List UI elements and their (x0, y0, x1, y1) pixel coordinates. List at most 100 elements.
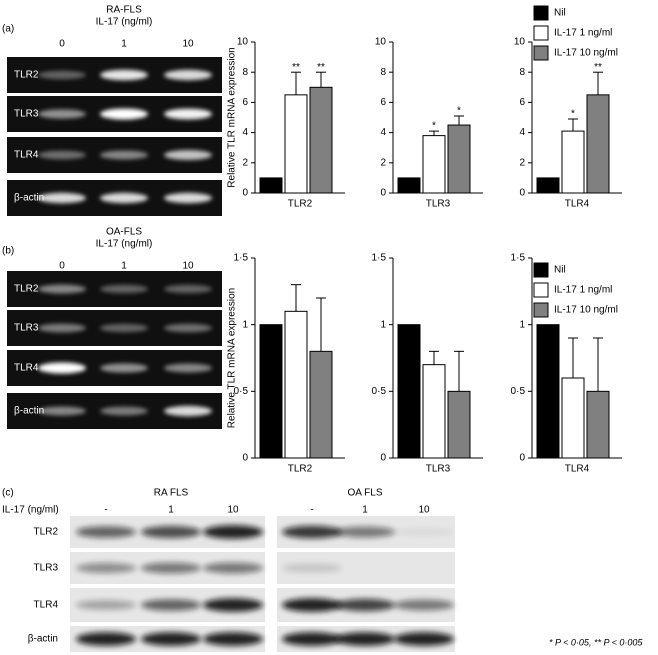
lane-label: - (104, 505, 107, 516)
y-tick-label: 4 (519, 127, 525, 138)
y-tick-label: 8 (519, 67, 525, 78)
legend-label: IL-17 1 ng/ml (554, 28, 612, 39)
significance: * (457, 106, 461, 117)
panel-label: (a) (2, 24, 14, 35)
gel-band (100, 363, 148, 373)
error-bar (429, 350, 439, 365)
blot-band (394, 527, 454, 537)
blot-band (203, 525, 263, 539)
gel-subtitle: IL-17 (ng/ml) (96, 17, 153, 28)
bar (397, 177, 421, 194)
legend-label: IL-17 10 ng/ml (554, 305, 618, 316)
y-axis-title: Relative TLR mRNA expression (227, 47, 238, 187)
y-tick-label: 0 (380, 188, 386, 199)
lane-label: 10 (418, 505, 430, 516)
gel-title: OA-FLS (106, 227, 142, 238)
bar (422, 135, 446, 194)
blot-band (203, 598, 263, 612)
gel-row-label: β-actin (14, 406, 44, 417)
gel-band (38, 284, 86, 294)
error-bar (291, 71, 301, 95)
legend-swatch (533, 25, 549, 41)
y-tick-label: 2 (380, 157, 386, 168)
lane-label: - (310, 505, 313, 516)
significance: ** (317, 62, 325, 73)
y-tick-label: 6 (519, 97, 525, 108)
y-tick-label: 10 (237, 37, 249, 48)
y-tick-label: 10 (375, 37, 387, 48)
gel-band (164, 150, 212, 160)
panel-label: (b) (2, 246, 14, 257)
gel-band (38, 150, 86, 160)
legend-swatch (533, 282, 549, 298)
y-tick-label: 0·5 (372, 386, 387, 397)
lane-label: 1 (362, 505, 368, 516)
blot-band (394, 599, 454, 611)
legend-label: Nil (554, 265, 566, 276)
blot-band (203, 562, 263, 574)
legend-swatch (533, 302, 549, 318)
significance: * (571, 109, 575, 120)
bar (284, 310, 308, 459)
gel-band (164, 192, 212, 204)
bar (536, 324, 560, 459)
legend-swatch (533, 5, 549, 21)
legend-label: IL-17 1 ng/ml (554, 285, 612, 296)
bar (397, 324, 421, 459)
gel-band (164, 363, 212, 373)
blot-band (282, 525, 342, 539)
y-tick-label: 10 (514, 37, 526, 48)
y-tick-label: 0·5 (234, 386, 249, 397)
y-tick-label: 1·5 (511, 253, 526, 264)
y-tick-label: 0·5 (511, 386, 526, 397)
footnote: * P < 0·05, ** P < 0·005 (549, 637, 643, 647)
blot-band (141, 632, 201, 646)
gel-row-label: TLR3 (14, 109, 39, 120)
gel-band (38, 109, 86, 119)
legend-swatch (533, 45, 549, 61)
bar (309, 350, 333, 459)
gel-band (38, 192, 86, 204)
group-title: OA FLS (347, 488, 382, 499)
lane-label: 1 (121, 261, 127, 272)
y-tick-label: 0 (380, 453, 386, 464)
bar (284, 94, 308, 194)
gel-title: RA-FLS (106, 5, 142, 16)
y-tick-label: 6 (242, 97, 248, 108)
error-bar (593, 71, 603, 95)
lane-label: 0 (59, 39, 65, 50)
x-tick-label: TLR2 (288, 199, 313, 210)
bar (309, 86, 333, 194)
gel-band (164, 323, 212, 333)
blot-band (282, 598, 342, 612)
y-tick-label: 1·5 (372, 253, 387, 264)
error-bar (454, 115, 464, 126)
gel-subtitle: IL-17 (ng/ml) (96, 239, 153, 250)
gel-row-label: TLR4 (14, 150, 39, 161)
y-axis-title: Relative TLR mRNA expression (227, 288, 238, 428)
x-tick-label: TLR3 (426, 464, 451, 475)
error-bar (454, 350, 464, 392)
gel-band (100, 150, 148, 160)
lane-label: 10 (182, 261, 194, 272)
y-tick-label: 1 (242, 319, 248, 330)
y-tick-label: 2 (519, 157, 525, 168)
gel-band (164, 69, 212, 81)
legend-swatch (533, 262, 549, 278)
y-tick-label: 2 (242, 157, 248, 168)
bar (586, 390, 610, 459)
bar (447, 390, 471, 459)
gel-band (164, 284, 212, 294)
y-tick-label: 1 (380, 319, 386, 330)
lane-label: 10 (227, 505, 239, 516)
significance: ** (594, 62, 602, 73)
gel-row-label: TLR3 (14, 323, 39, 334)
y-tick-label: 0 (519, 453, 525, 464)
error-bar (568, 337, 578, 378)
y-tick-label: 4 (242, 127, 248, 138)
error-bar (291, 284, 301, 312)
gel-band (100, 69, 148, 81)
error-bar (429, 130, 439, 136)
gel-band (38, 362, 86, 374)
